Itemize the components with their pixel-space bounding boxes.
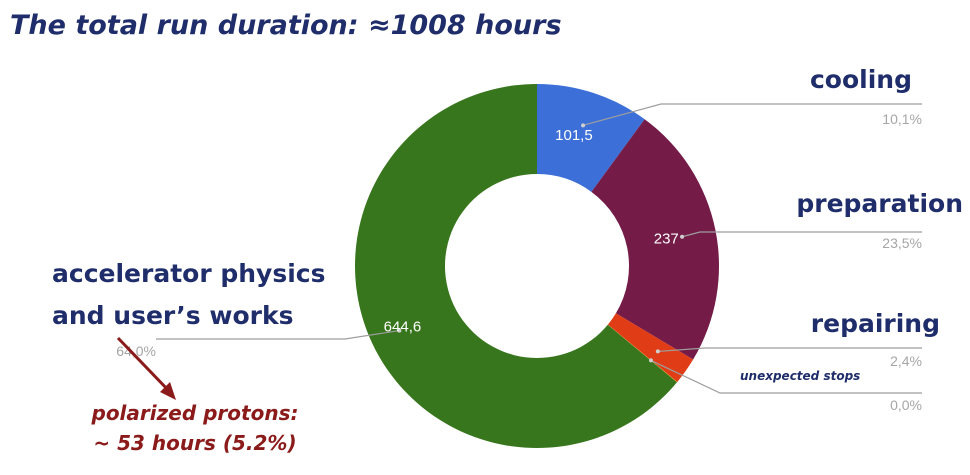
leader-dot-cooling: [581, 123, 586, 128]
category-label-cooling: cooling: [810, 65, 912, 94]
leader-line-accelerator-physics-and-user-s-works: [156, 329, 400, 340]
category-label-preparation: preparation: [796, 189, 963, 218]
annotation-arrow-line: [116, 336, 172, 394]
leader-line-preparation: [681, 231, 922, 238]
leader-line-repairing: [657, 347, 922, 353]
slices-group: [355, 84, 719, 448]
chart-title: The total run duration: ≈1008 hours: [10, 10, 562, 41]
annotation: polarized protons: ~ 53 hours (5.2%): [50, 398, 340, 458]
labels-group: 101,5 10,1% cooling 237 23,5% preparation 2,4%…: [52, 65, 963, 413]
slice-repairing: [607, 313, 694, 382]
annotation-line-1: polarized protons:: [91, 401, 299, 425]
leader-lines-group: [156, 103, 922, 394]
leader-dot-preparation: [680, 234, 685, 239]
slice-preparation: [591, 119, 719, 360]
value-label-preparation: 237: [654, 231, 679, 248]
leader-dot-unexpected-stops: [648, 358, 653, 363]
category-label-unexpected-stops: unexpected stops: [740, 369, 860, 383]
leader-dot-repairing: [655, 349, 660, 354]
percent-label-repairing: 2,4%: [890, 353, 922, 369]
annotation-arrow-head: [160, 382, 176, 400]
percent-label-preparation: 23,5%: [882, 235, 922, 251]
leader-line-cooling: [582, 103, 922, 126]
percent-label-cooling: 10,1%: [882, 111, 922, 127]
value-label-accelerator-physics-and-user-s-works: 644,6: [384, 318, 422, 335]
percent-label-unexpected-stops: 0,0%: [890, 397, 922, 413]
value-label-cooling: 101,5: [555, 127, 593, 144]
category-label-repairing: repairing: [811, 309, 940, 338]
leader-dot-accelerator-physics-and-user-s-works: [397, 328, 402, 333]
category-label-accelerator-physics-and-user-s-works: accelerator physics and user’s works: [52, 259, 326, 330]
leader-line-unexpected-stops: [650, 359, 922, 394]
slice-unexpected-stops: [607, 324, 678, 383]
slice-cooling: [537, 84, 645, 192]
slice-accelerator-physics-and-user-s-works: [355, 84, 677, 448]
annotation-line-2: ~ 53 hours (5.2%): [93, 431, 297, 455]
